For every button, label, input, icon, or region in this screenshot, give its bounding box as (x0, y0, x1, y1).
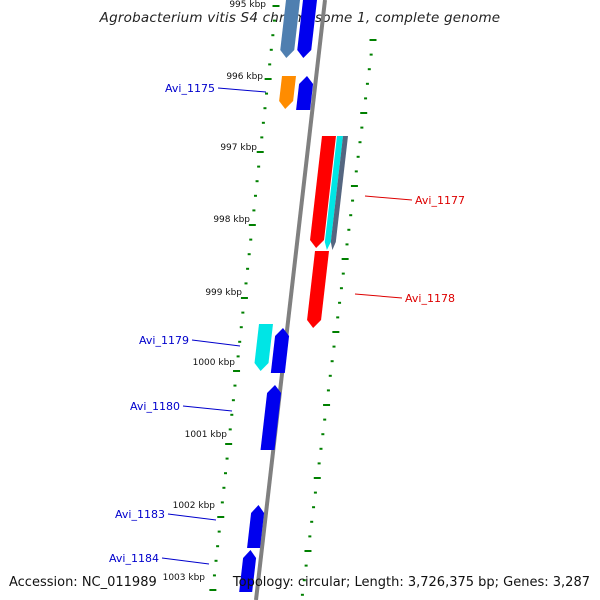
map-title: Agrobacterium vitis S4 chromosome 1, com… (99, 10, 501, 26)
gene-feature-slate[interactable] (330, 136, 348, 250)
gene-feature-blue[interactable] (270, 328, 290, 373)
tick-marks (209, 5, 377, 596)
gene-leader-line (217, 87, 267, 93)
accession-text: Accession: NC_011989 (9, 575, 157, 590)
gene-feature-blue[interactable] (297, 0, 317, 58)
gene-feature-orange[interactable] (279, 76, 296, 109)
gene-feature-steel[interactable] (280, 0, 300, 58)
kbp-label: 998 kbp (213, 215, 250, 225)
gene-label[interactable]: Avi_1184 (109, 552, 159, 565)
gene-label[interactable]: Avi_1180 (130, 400, 180, 413)
gene-feature-cyan[interactable] (254, 324, 273, 371)
kbp-label: 996 kbp (226, 72, 263, 82)
gene-labels: Avi_1175 Avi_1179 Avi_1180 Avi_1183 Avi_1184… (109, 82, 465, 565)
backbone-track (254, 0, 327, 600)
gene-label[interactable]: Avi_1177 (415, 194, 465, 207)
kbp-label: 997 kbp (220, 143, 257, 153)
gene-leader-line (182, 405, 233, 412)
gene-feature-blue[interactable] (296, 76, 314, 110)
kbp-label: 1001 kbp (185, 430, 228, 440)
kbp-labels: 995 kbp 996 kbp 997 kbp 998 kbp 999 kbp 1000 … (163, 0, 267, 583)
gene-leader-line (364, 195, 413, 201)
kbp-label: 1000 kbp (193, 358, 236, 368)
gene-label[interactable]: Avi_1179 (139, 334, 189, 347)
gene-leader-line (161, 557, 210, 565)
gene-feature-cyan[interactable] (324, 136, 343, 250)
gene-leader-line (191, 339, 241, 347)
gene-label[interactable]: Avi_1178 (405, 292, 455, 305)
gene-features (239, 0, 348, 592)
gene-leader-line (167, 513, 217, 521)
gene-feature-red[interactable] (310, 136, 336, 248)
gene-feature-blue[interactable] (247, 505, 265, 548)
kbp-label: 999 kbp (205, 288, 242, 298)
gene-feature-blue[interactable] (260, 385, 282, 450)
gene-leader-line (354, 293, 403, 299)
topology-summary: Topology: circular; Length: 3,726,375 bp… (232, 575, 590, 590)
kbp-label: 1003 kbp (163, 573, 206, 583)
gene-label[interactable]: Avi_1175 (165, 82, 215, 95)
kbp-label: 995 kbp (229, 0, 266, 10)
gene-label[interactable]: Avi_1183 (115, 508, 165, 521)
kbp-label: 1002 kbp (173, 501, 216, 511)
gene-feature-blue[interactable] (239, 550, 257, 592)
gene-feature-red[interactable] (307, 251, 329, 328)
